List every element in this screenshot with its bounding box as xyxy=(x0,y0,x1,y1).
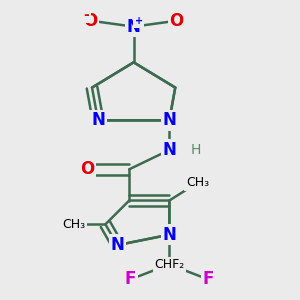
Text: CHF₂: CHF₂ xyxy=(154,258,184,271)
Text: N: N xyxy=(162,226,176,244)
Text: +: + xyxy=(135,16,143,26)
Text: H: H xyxy=(191,143,201,157)
Text: N: N xyxy=(162,111,176,129)
Text: O: O xyxy=(83,12,98,30)
Text: N: N xyxy=(162,141,176,159)
Text: CH₃: CH₃ xyxy=(63,218,86,231)
Text: O: O xyxy=(169,12,184,30)
Text: N: N xyxy=(127,18,141,36)
Text: N: N xyxy=(91,111,105,129)
Text: F: F xyxy=(202,270,214,288)
Text: F: F xyxy=(125,270,136,288)
Text: O: O xyxy=(80,160,95,178)
Text: N: N xyxy=(110,236,124,254)
Text: CH₃: CH₃ xyxy=(186,176,209,189)
Text: -: - xyxy=(83,8,89,22)
